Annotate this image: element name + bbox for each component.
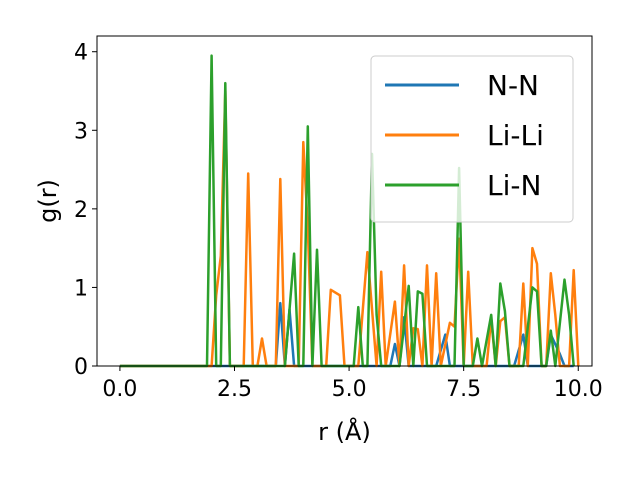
y-tick-label: 3 (74, 119, 88, 144)
legend-label: Li-Li (487, 119, 544, 152)
legend: N-N Li-Li Li-N (370, 55, 574, 223)
y-axis-ticks: 0 1 2 3 4 (74, 41, 97, 380)
legend-box (370, 55, 574, 223)
y-tick-label: 1 (74, 276, 88, 301)
x-tick-label: 0.0 (102, 377, 137, 402)
x-axis-ticks: 0.0 2.5 5.0 7.5 10.0 (102, 366, 603, 402)
y-tick-label: 0 (74, 355, 88, 380)
x-tick-label: 10.0 (554, 377, 603, 402)
x-tick-label: 7.5 (446, 377, 481, 402)
y-tick-label: 4 (74, 41, 88, 66)
x-tick-label: 5.0 (332, 377, 367, 402)
x-axis-label: r (Å) (318, 417, 371, 446)
y-tick-label: 2 (74, 198, 88, 223)
legend-label: Li-N (487, 169, 541, 202)
axes-frame (96, 35, 593, 367)
legend-label: N-N (487, 69, 539, 102)
x-tick-label: 2.5 (217, 377, 252, 402)
y-axis-label: g(r) (34, 179, 62, 223)
